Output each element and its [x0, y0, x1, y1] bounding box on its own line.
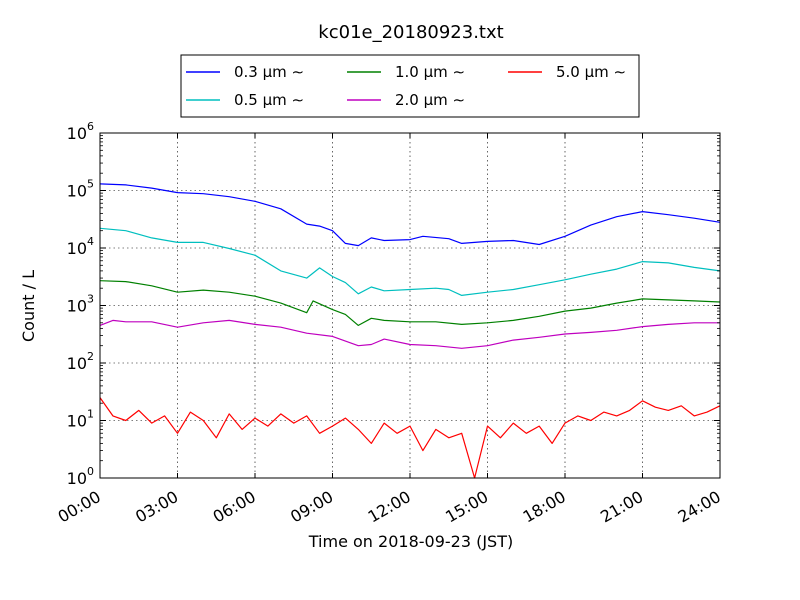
y-tick-label: 100	[67, 465, 94, 488]
legend-item: 2.0 μm ∼	[347, 91, 465, 109]
y-tick-base: 10	[67, 412, 87, 431]
series-line-0	[99, 183, 721, 247]
y-tick-exponent: 4	[87, 235, 94, 248]
series-line-3	[99, 319, 720, 349]
y-tick-exponent: 5	[87, 178, 94, 191]
legend-item: 0.3 μm ∼	[186, 63, 304, 81]
y-tick-exponent: 3	[87, 293, 94, 306]
legend-item: 0.5 μm ∼	[186, 91, 304, 109]
y-tick-base: 10	[67, 124, 87, 143]
series-line-1	[99, 227, 721, 296]
grid-lines	[100, 133, 720, 478]
y-tick-base: 10	[67, 297, 87, 316]
y-tick-exponent: 2	[87, 350, 94, 363]
legend-item: 1.0 μm ∼	[347, 63, 465, 81]
legend-label: 2.0 μm ∼	[395, 91, 465, 109]
y-tick-label: 101	[67, 408, 94, 431]
y-tick-exponent: 6	[87, 120, 94, 133]
plot-series	[99, 183, 721, 479]
y-tick-base: 10	[67, 354, 87, 373]
y-tick-exponent: 1	[87, 408, 94, 421]
series-line-4	[99, 397, 721, 479]
legend: 0.3 μm ∼ 0.5 μm ∼ 1.0 μm ∼ 2.0 μm ∼ 5.0 μm ∼	[180, 54, 640, 118]
axis-ticks	[99, 132, 721, 479]
y-tick-exponent: 0	[87, 465, 94, 478]
legend-label: 1.0 μm ∼	[395, 63, 465, 81]
x-axis-label: Time on 2018-09-23 (JST)	[308, 532, 513, 551]
y-tick-base: 10	[67, 239, 87, 258]
y-tick-base: 10	[67, 182, 87, 201]
y-axis-label: Count / L	[19, 270, 38, 342]
legend-box	[180, 54, 640, 118]
y-tick-label: 104	[67, 235, 94, 258]
series-line-2	[99, 280, 721, 326]
chart-title: kc01e_20180923.txt	[318, 22, 503, 43]
legend-label: 0.3 μm ∼	[234, 63, 304, 81]
y-tick-base: 10	[67, 469, 87, 488]
legend-label: 0.5 μm ∼	[234, 91, 304, 109]
y-tick-label: 103	[67, 293, 94, 316]
legend-label: 5.0 μm ∼	[556, 63, 626, 81]
y-tick-label: 102	[67, 350, 94, 373]
y-tick-label: 105	[67, 178, 94, 201]
legend-item: 5.0 μm ∼	[508, 63, 626, 81]
y-tick-label: 106	[67, 120, 94, 143]
